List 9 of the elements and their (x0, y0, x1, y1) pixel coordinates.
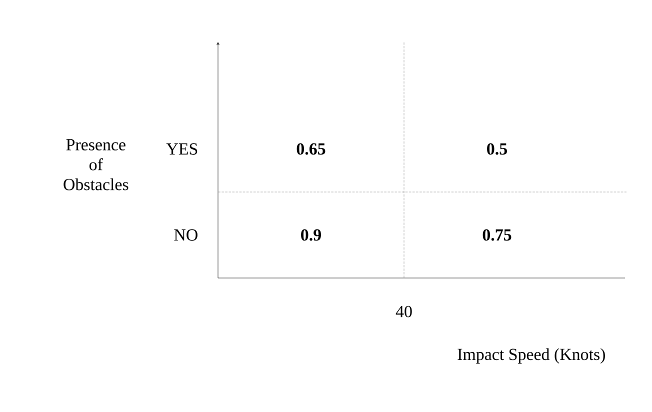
data-label: 0.65 (296, 143, 326, 155)
text: 40 (396, 306, 412, 318)
data-label: 0.75 (482, 229, 512, 241)
y-axis-title: Presence of Obstacles (64, 139, 128, 190)
y-tick-label: YES (166, 143, 198, 155)
x-axis-title: Impact Speed (Knots) (458, 348, 605, 364)
y-tick-label: NO (174, 229, 198, 241)
data-label: 0.9 (301, 229, 321, 241)
data-label: 0.5 (487, 143, 507, 155)
